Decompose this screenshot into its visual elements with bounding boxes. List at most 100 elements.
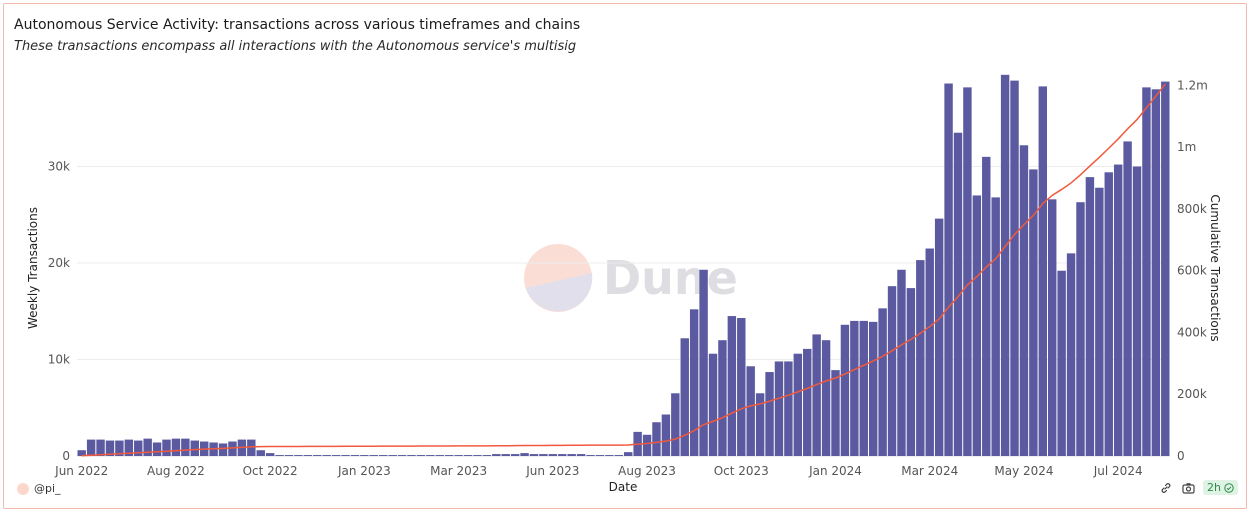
bar [256,450,265,456]
bar [529,454,539,456]
x-tick-label: Jun 2023 [525,464,579,478]
bar [463,455,473,456]
bar [671,393,680,456]
bar [887,286,897,456]
bar [444,455,454,456]
bar [850,320,859,456]
bar [331,455,341,456]
bar [934,218,944,456]
chart-title: Autonomous Service Activity: transaction… [14,17,581,33]
chart-subtitle: These transactions encompass all interac… [14,39,577,54]
bar [501,454,510,456]
bar [925,248,934,456]
bar [190,440,199,456]
bar [1048,199,1057,456]
bar [689,309,699,456]
bar [624,452,633,456]
refresh-status-badge[interactable]: 2h [1203,480,1238,495]
bar [831,370,840,456]
bar [228,441,237,456]
bar [982,156,991,456]
camera-icon[interactable] [1181,481,1195,495]
bar [77,450,86,456]
y-axis-right-label: Cumulative Transactions [1208,194,1222,341]
bar [96,439,105,456]
x-tick-label: Oct 2023 [714,464,769,478]
link-icon[interactable] [1159,481,1173,495]
x-tick-label: Mar 2024 [901,464,958,478]
refresh-age: 2h [1207,481,1221,494]
bar [821,340,831,456]
bar [1113,164,1123,456]
x-tick-label: May 2024 [994,464,1053,478]
bar [991,197,1000,456]
bar [482,455,492,456]
x-tick-label: Jun 2022 [54,464,108,478]
bar [812,334,821,456]
bar [605,455,614,456]
author-credit[interactable]: @pi_ [17,482,61,495]
bar [859,320,868,456]
bar [906,288,916,456]
bar [840,324,850,456]
bar [284,455,294,456]
bar [699,269,708,456]
bar [454,455,463,456]
cumulative-line [81,83,1166,457]
bar [567,454,576,456]
y-left-tick-label: 0 [62,449,70,463]
bar [134,440,143,456]
bar [105,440,115,456]
x-tick-label: Aug 2022 [147,464,205,478]
bar [181,438,190,456]
bar [652,422,661,456]
bar [746,366,755,456]
bar [416,455,426,456]
bar [86,439,96,456]
bar [539,454,548,456]
y-right-tick-label: 200k [1177,387,1207,401]
bar [963,87,972,457]
bar [124,439,134,456]
x-tick-label: Jul 2024 [1093,464,1143,478]
bars-layer [77,74,1170,457]
bar [265,453,275,456]
bar [868,321,878,456]
y-left-tick-label: 20k [48,256,70,270]
bar [586,455,595,456]
bar [341,455,350,456]
x-tick-label: Jan 2024 [808,464,862,478]
bar [1161,81,1170,456]
bar [1076,202,1085,456]
bar [388,455,397,456]
bar [247,439,256,456]
bar [614,455,623,456]
check-circle-icon [1224,482,1234,493]
y-left-tick-label: 10k [48,353,70,367]
bar [407,455,416,456]
line-layer [81,83,1166,457]
bar [492,454,501,456]
bar [510,454,520,456]
bar [661,414,671,456]
bar [294,455,303,456]
bar [1057,270,1066,456]
y-right-tick-label: 800k [1177,202,1207,216]
x-tick-label: Aug 2023 [618,464,676,478]
bar [1104,172,1113,457]
bar [360,455,369,456]
author-name: @pi_ [34,482,61,495]
bar [1085,177,1095,457]
y-left-tick-label: 30k [48,160,70,174]
x-tick-label: Oct 2022 [243,464,298,478]
bar [972,195,982,456]
bar [916,260,925,456]
bar [595,455,605,456]
bar [727,316,737,456]
bar [350,455,360,456]
bar [765,372,774,456]
bar [642,434,652,456]
axis-layer: 0 10k 20k 30k 0 200k 400k 600k 800k 1m 1.2m Jun 202… [48,78,1208,478]
y-axis-left-label: Weekly Transactions [26,207,40,329]
